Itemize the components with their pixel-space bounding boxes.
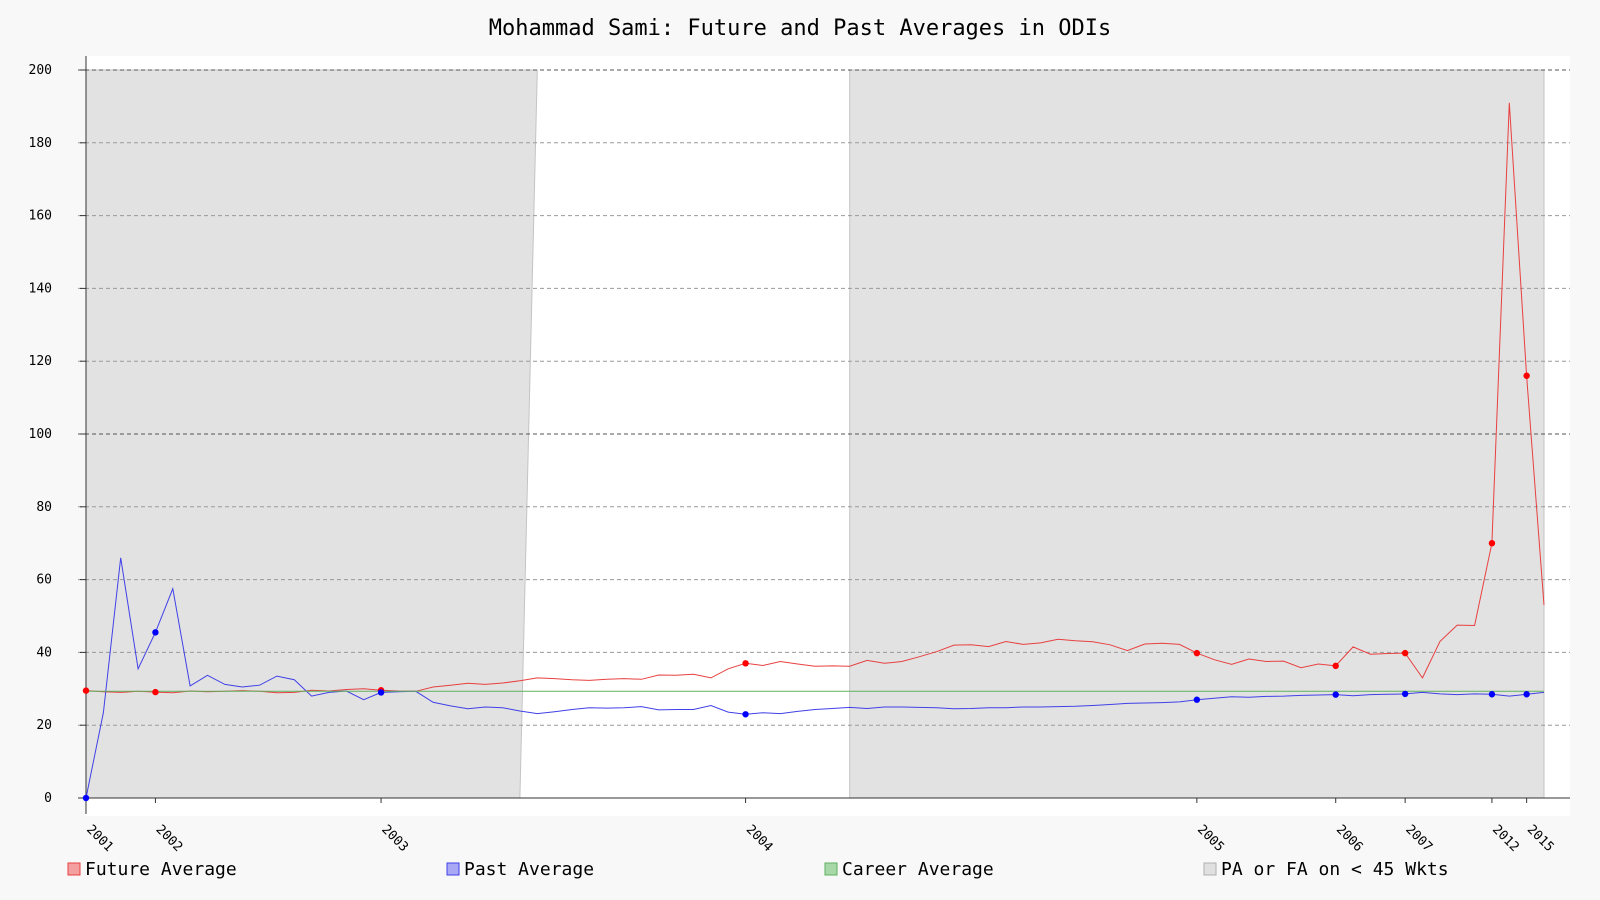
marker-past-average-6 <box>1332 691 1339 698</box>
y-tick-label-0: 0 <box>44 791 52 806</box>
marker-future-average-1 <box>82 687 90 694</box>
marker-future-average-6 <box>1332 662 1339 670</box>
legend-label-past-average: Past Average <box>464 859 594 880</box>
y-tick-label-140: 140 <box>29 281 52 296</box>
legend-label-future-average: Future Average <box>85 859 237 880</box>
marker-past-average-8 <box>1488 691 1496 698</box>
series-line-past-average <box>85 557 1545 799</box>
marker-future-average-7 <box>1401 649 1409 657</box>
legend-item-past-average: Past Average <box>446 859 594 880</box>
legend-label-pa-or-fa-on-45-wkts: PA or FA on < 45 Wkts <box>1221 859 1449 880</box>
marker-layer <box>82 372 1530 802</box>
marker-future-average-5 <box>1193 649 1201 657</box>
y-tick-label-180: 180 <box>29 136 52 151</box>
y-tick-label-60: 60 <box>36 573 52 588</box>
legend: Future Average Past Average Career Average… <box>67 859 1449 880</box>
marker-past-average-4 <box>742 711 749 718</box>
legend-swatch-career-average <box>824 862 838 876</box>
marker-past-average-7 <box>1401 690 1409 698</box>
legend-swatch-future-average <box>67 862 81 876</box>
chart-title: Mohammad Sami: Future and Past Averages … <box>489 16 1112 41</box>
marker-future-average-4 <box>742 660 749 667</box>
marker-past-average-9 <box>1523 691 1530 698</box>
gridline-layer <box>78 69 1570 726</box>
marker-past-average-3 <box>377 689 385 696</box>
legend-swatch-past-average <box>446 862 460 876</box>
marker-future-average-8 <box>1488 540 1496 547</box>
y-tick-label-120: 120 <box>29 354 52 369</box>
y-tick-label-200: 200 <box>29 63 52 78</box>
legend-item-pa-or-fa-on-45-wkts: PA or FA on < 45 Wkts <box>1203 859 1449 880</box>
y-tick-label-80: 80 <box>36 500 52 515</box>
y-tick-label-160: 160 <box>29 209 52 224</box>
legend-label-career-average: Career Average <box>842 859 994 880</box>
marker-past-average-5 <box>1193 696 1201 703</box>
marker-past-average-1 <box>82 794 90 802</box>
y-tick-label-20: 20 <box>36 718 52 733</box>
marker-past-average-2 <box>152 629 159 636</box>
marker-future-average-2 <box>152 688 159 696</box>
series-layer <box>85 102 1545 799</box>
legend-item-future-average: Future Average <box>67 859 237 880</box>
y-tick-label-100: 100 <box>29 427 52 442</box>
y-tick-label-40: 40 <box>36 645 52 660</box>
legend-item-career-average: Career Average <box>824 859 994 880</box>
legend-swatch-pa-or-fa-on-45-wkts <box>1203 862 1217 876</box>
marker-future-average-9 <box>1523 372 1530 379</box>
